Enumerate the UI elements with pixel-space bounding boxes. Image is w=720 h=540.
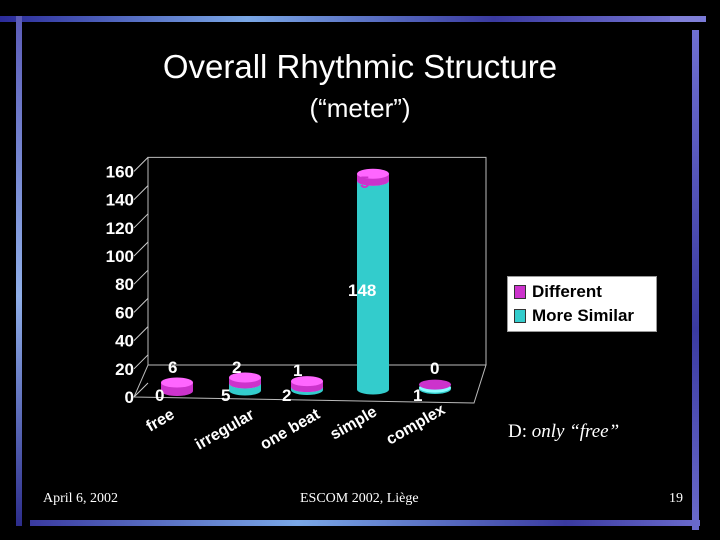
y-tick-label: 40 <box>115 332 134 351</box>
footer-page-number: 19 <box>669 491 683 506</box>
data-label-more-similar: 148 <box>348 281 376 300</box>
bar-more-similar-base <box>229 385 261 396</box>
y-tick-mark <box>133 241 149 257</box>
y-tick-mark <box>133 157 149 172</box>
y-tick-label: 20 <box>115 360 134 379</box>
y-tick-mark <box>133 354 149 370</box>
chart-back-wall <box>147 156 487 366</box>
x-category-label: one beat <box>258 406 324 454</box>
right-border-bar <box>692 30 699 530</box>
y-tick-label: 100 <box>106 247 134 266</box>
x-category-label: free <box>144 406 178 435</box>
data-label-different: 5 <box>360 173 369 192</box>
y-tick-label: 140 <box>106 191 134 210</box>
data-label-different: 6 <box>168 358 177 377</box>
data-label-more-similar: 0 <box>155 386 164 405</box>
y-tick-label: 0 <box>125 388 134 407</box>
y-tick-mark <box>133 382 149 398</box>
top-border-accent <box>670 16 700 22</box>
data-label-more-similar: 5 <box>221 386 230 405</box>
slide-subtitle: (“meter”) <box>309 93 411 123</box>
y-tick-mark <box>133 185 149 200</box>
bar-different-base <box>161 386 193 396</box>
legend-swatch-different <box>514 285 526 299</box>
bar-different-top <box>229 372 261 383</box>
slide-title: Overall Rhythmic Structure <box>162 48 558 85</box>
bar-different-base <box>357 175 389 186</box>
y-tick-label: 120 <box>106 219 134 238</box>
left-border-bar <box>16 16 22 526</box>
top-border-bar <box>0 16 706 22</box>
x-category-label: simple <box>328 403 380 443</box>
legend-item-more-similar: More Similar <box>514 305 634 327</box>
chart-floor <box>133 364 487 404</box>
data-label-different: 0 <box>430 359 439 378</box>
note-prefix: D: <box>508 421 527 442</box>
legend-item-different: Different <box>514 281 602 303</box>
footer-date: April 6, 2002 <box>43 491 119 506</box>
data-label-different: 1 <box>293 361 302 380</box>
chart-legend: Different More Similar <box>507 276 657 332</box>
y-tick-mark <box>133 326 149 341</box>
bottom-border-bar <box>30 520 700 526</box>
slide-note: D: only “free” <box>508 421 619 443</box>
data-label-more-similar: 2 <box>282 386 291 405</box>
legend-label-different: Different <box>532 282 602 301</box>
y-tick-label: 60 <box>115 303 134 322</box>
y-tick-mark <box>133 269 149 285</box>
data-label-different: 2 <box>232 358 241 377</box>
legend-label-more-similar: More Similar <box>532 306 635 325</box>
x-category-label: complex <box>384 401 449 448</box>
legend-swatch-more-similar <box>514 309 526 323</box>
data-label-more-similar: 1 <box>413 386 422 405</box>
bar-different-flat <box>419 379 451 390</box>
bar-more-similar <box>357 180 389 390</box>
bar-different-top <box>291 376 323 387</box>
y-tick-mark <box>133 213 149 229</box>
bar-more-similar-base <box>357 384 389 395</box>
y-tick-label: 160 <box>106 162 134 181</box>
bar-different-top <box>161 377 193 388</box>
x-category-label: irregular <box>193 406 258 453</box>
y-tick-mark <box>133 298 149 313</box>
bar-different-top <box>357 168 389 179</box>
footer-event: ESCOM 2002, Liège <box>300 491 419 506</box>
note-text: only “free” <box>531 421 620 442</box>
y-tick-label: 80 <box>115 275 134 294</box>
